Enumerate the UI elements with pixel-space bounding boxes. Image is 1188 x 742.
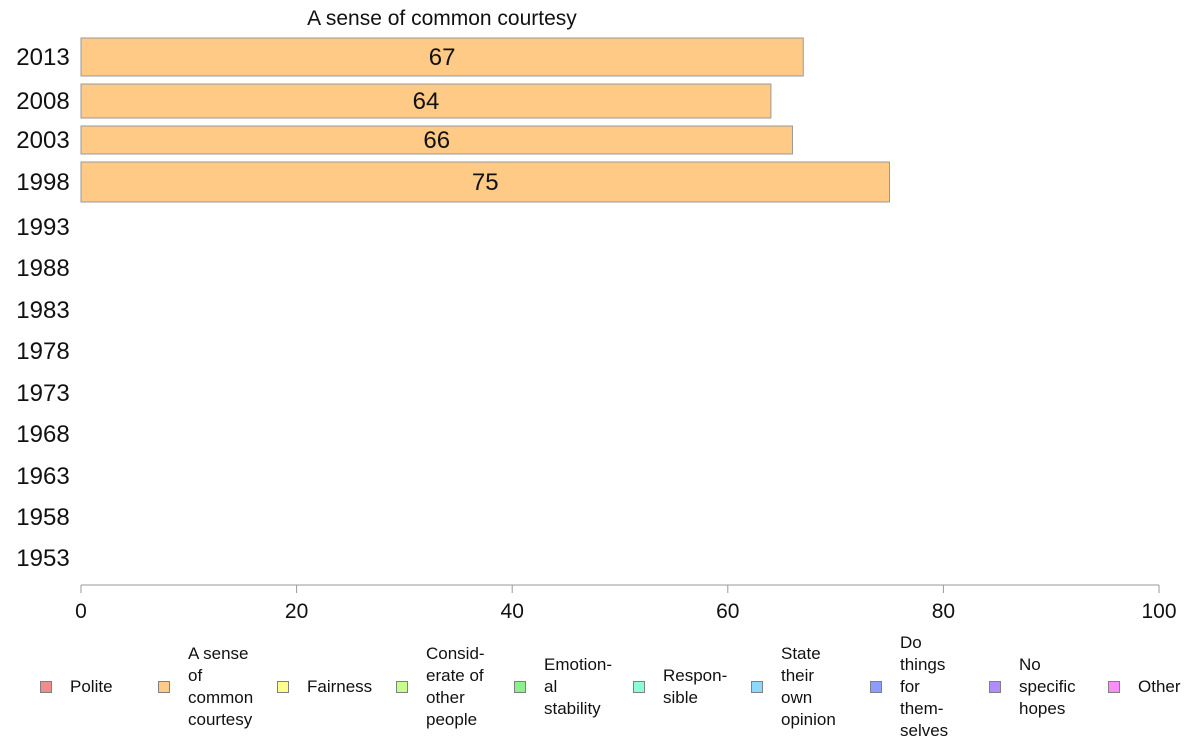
- legend-item: No specific hopes: [989, 654, 1076, 720]
- legend-label: Fairness: [307, 677, 373, 696]
- legend-item: Other: [1108, 676, 1181, 698]
- legend-swatch: [1108, 681, 1120, 693]
- legend-label: Polite: [70, 677, 113, 696]
- y-tick-label-2008: 2008: [16, 88, 69, 115]
- y-tick-label-2003: 2003: [16, 127, 69, 154]
- bar-2003: [80, 125, 793, 155]
- legend-label: State their own opinion: [781, 644, 836, 729]
- legend-item: Polite: [40, 676, 113, 698]
- legend-swatch: [40, 681, 52, 693]
- x-tick-label-40: 40: [501, 600, 524, 623]
- legend-item: Emotion- al stability: [514, 654, 612, 720]
- x-tick-label-80: 80: [932, 600, 955, 623]
- legend-label: Do things for them- selves: [900, 633, 949, 740]
- legend-label: Emotion- al stability: [544, 655, 613, 718]
- y-tick-label-1978: 1978: [16, 338, 69, 365]
- y-tick-label-1963: 1963: [16, 463, 69, 490]
- y-axis-labels: 2013 2008 2003 1998 1993 1988 1983 1978 1973 1968…: [16, 44, 69, 572]
- bar-1998: [80, 161, 890, 203]
- legend-item: A sense of common courtesy: [158, 643, 253, 731]
- bar-2008: [80, 83, 772, 119]
- data-label-2008: 64: [413, 88, 440, 115]
- bar-chart: A sense of common courtesy 67 64 66 75 2013…: [16, 7, 1177, 623]
- legend-swatch: [396, 681, 408, 693]
- legend-item: Do things for them- selves: [870, 632, 948, 742]
- legend-swatch: [989, 681, 1001, 693]
- legend-label: Respon- sible: [663, 666, 728, 707]
- legend-swatch: [870, 681, 882, 693]
- x-tick-label-100: 100: [1141, 600, 1176, 623]
- y-tick-label-1988: 1988: [16, 255, 69, 282]
- y-tick-label-1958: 1958: [16, 504, 69, 531]
- x-tick-label-0: 0: [75, 600, 87, 623]
- y-tick-label-1983: 1983: [16, 297, 69, 324]
- x-axis: 0 20 40 60 80 100: [75, 584, 1177, 623]
- y-tick-label-1973: 1973: [16, 380, 69, 407]
- legend-item: Respon- sible: [633, 665, 727, 709]
- legend-swatch: [633, 681, 645, 693]
- y-tick-label-1993: 1993: [16, 214, 69, 241]
- y-tick-label-1998: 1998: [16, 169, 69, 196]
- legend-label: A sense of common courtesy: [188, 644, 254, 729]
- bar-2013: [80, 37, 804, 77]
- legend-label: Consid- erate of other people: [426, 644, 485, 729]
- legend-swatch: [158, 681, 170, 693]
- legend-item: Fairness: [277, 676, 372, 698]
- bars-layer: 67 64 66 75: [80, 37, 890, 203]
- y-tick-label-1953: 1953: [16, 545, 69, 572]
- legend-label: Other: [1138, 677, 1181, 696]
- data-label-1998: 75: [472, 169, 499, 196]
- x-tick-label-20: 20: [285, 600, 308, 623]
- x-tick-label-60: 60: [716, 600, 739, 623]
- chart-title: A sense of common courtesy: [307, 7, 577, 30]
- legend-item: Consid- erate of other people: [396, 643, 485, 731]
- legend-swatch: [277, 681, 289, 693]
- legend-swatch: [751, 681, 763, 693]
- legend-item: State their own opinion: [751, 643, 836, 731]
- legend-label: No specific hopes: [1019, 655, 1076, 718]
- legend-swatch: [514, 681, 526, 693]
- y-tick-label-2013: 2013: [16, 44, 69, 71]
- data-label-2003: 66: [423, 127, 450, 154]
- legend: Polite A sense of common courtesy Fairness…: [0, 633, 1188, 740]
- y-tick-label-1968: 1968: [16, 421, 69, 448]
- data-label-2013: 67: [429, 44, 456, 71]
